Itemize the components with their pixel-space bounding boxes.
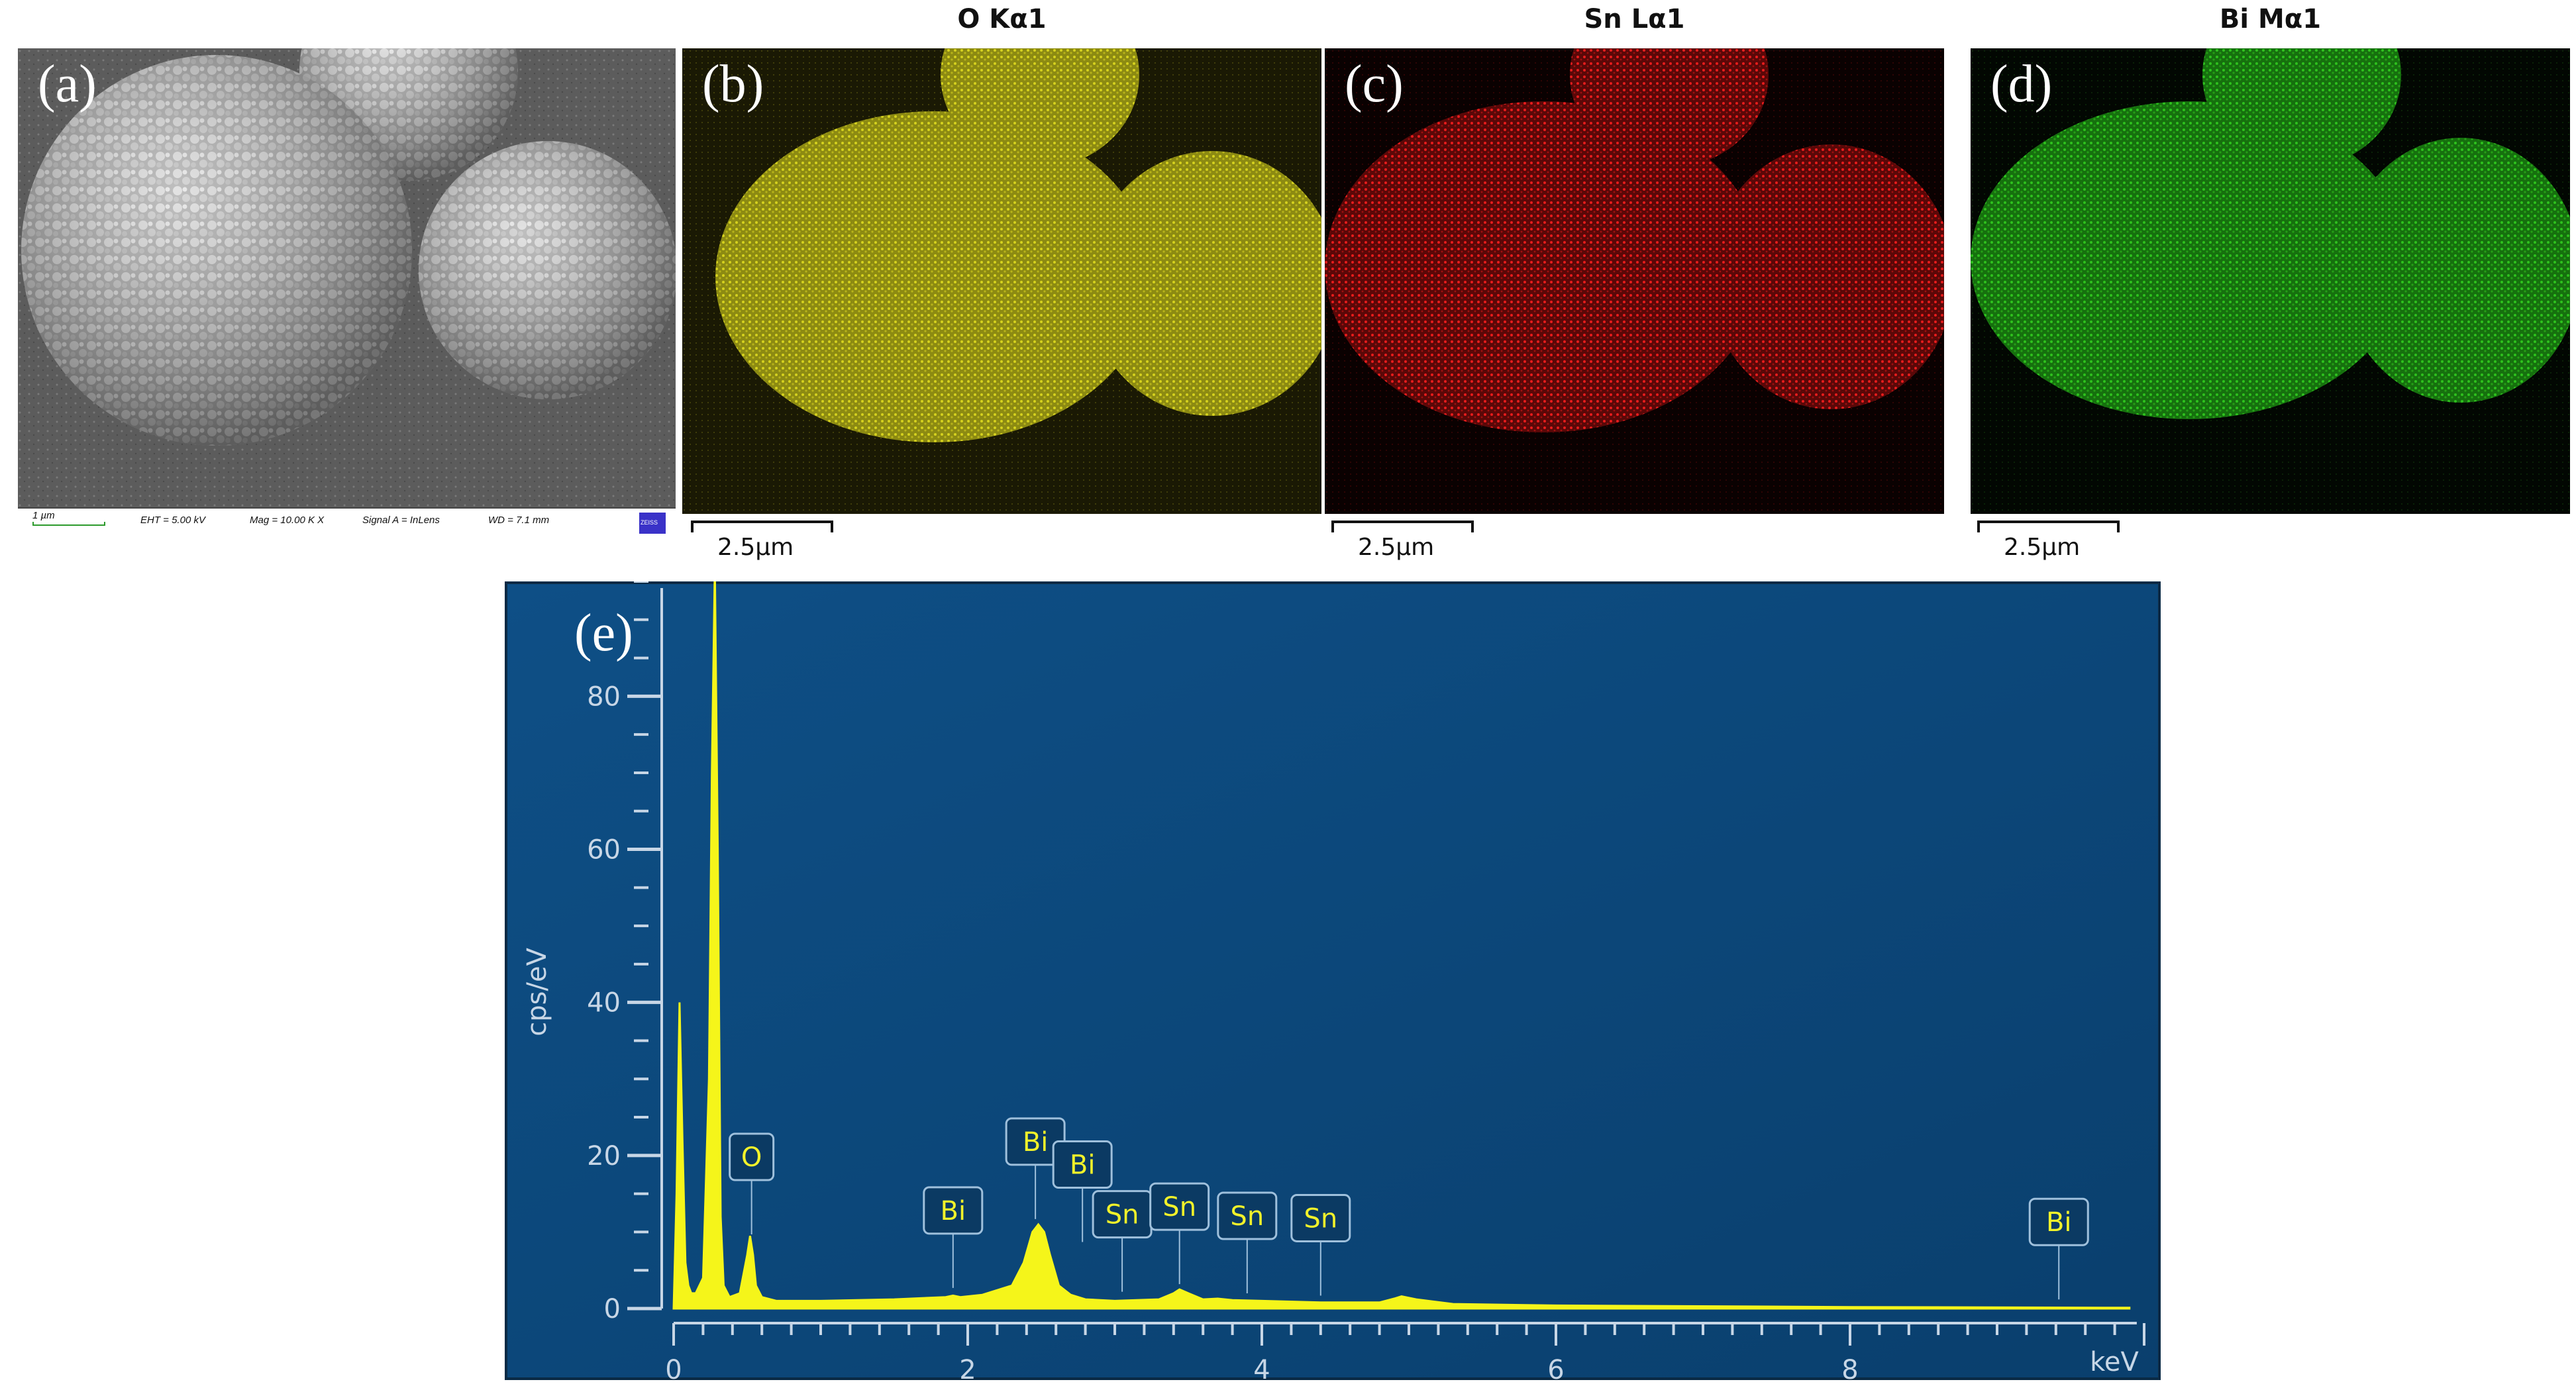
peak-label-text: Bi [1023,1127,1049,1158]
sem-signal: Signal A = InLens [362,515,440,526]
map-title-o: O Kα1 [957,4,1047,34]
peak-label: Bi [1052,1140,1113,1242]
panel-a-label: (a) [38,55,97,113]
scale-bar-c-label: 2.5µm [1358,534,1435,561]
sem-info-bar: 1 µm EHT = 5.00 kV Mag = 10.00 K X Signa… [18,507,676,535]
panel-b-label: (b) [702,55,764,113]
peak-label-text: Bi [2046,1207,2072,1238]
panel-c-label: (c) [1345,55,1404,113]
sem-wd: WD = 7.1 mm [488,515,550,526]
x-tick-label: 2 [959,1355,976,1380]
y-tick-label: 20 [587,1141,621,1171]
peak-label-text: Sn [1162,1192,1196,1222]
bismuth-map-image [1971,48,2570,514]
peak-label-text: Sn [1304,1203,1337,1234]
peak-label-text: Sn [1106,1200,1139,1230]
peak-label-text: Bi [941,1196,966,1226]
sem-scale-bar [32,522,105,526]
y-tick-label: 80 [587,681,621,712]
peak-label: Sn [1217,1191,1278,1293]
sem-mag: Mag = 10.00 K X [250,515,325,526]
x-tick-label: 0 [665,1355,682,1380]
microsphere-left [21,55,412,446]
peak-label: Bi [923,1186,984,1288]
zeiss-logo: ZEISS [639,513,666,534]
peak-label-text: Bi [1070,1150,1096,1181]
scale-bar-b-label: 2.5µm [717,534,794,561]
x-axis: 0 2 4 6 8 [665,1322,2145,1380]
eds-spectrum-panel: 0 20 40 60 80 0 2 4 6 8 O Bi Bi Bi Sn Sn Sn Sn Bi cps/eV… [505,581,2161,1380]
x-tick-label: 6 [1547,1355,1564,1380]
peak-label-text: Sn [1230,1201,1264,1232]
oxygen-map-image [682,48,1321,514]
y-tick-label: 0 [604,1294,621,1324]
peak-label: O [729,1132,775,1234]
eds-map-oxygen: (b) [682,48,1321,514]
map-title-bi: Bi Mα1 [2219,4,2322,34]
y-tick-label: 40 [587,988,621,1018]
sem-image-panel: (a) 1 µm EHT = 5.00 kV Mag = 10.00 K X S… [18,48,676,535]
peak-label: Bi [2028,1197,2089,1300]
eds-map-tin: (c) [1325,48,1944,514]
eds-map-bismuth: (d) [1971,48,2570,514]
tin-map-image [1325,48,1944,514]
y-axis: 0 20 40 60 80 [587,581,663,1324]
y-tick-label: 60 [587,835,621,866]
eds-spectrum-chart: 0 20 40 60 80 0 2 4 6 8 O Bi Bi Bi Sn Sn Sn Sn Bi cps/eV… [505,581,2161,1380]
map-title-sn: Sn Lα1 [1584,4,1685,34]
scale-bar-d-label: 2.5µm [2004,534,2081,561]
sem-scale-label: 1 µm [32,510,55,521]
spectrum-series [672,581,2131,1310]
panel-d-label: (d) [1990,55,2053,113]
microsphere-right [419,141,676,399]
peak-label-text: O [741,1142,762,1173]
x-axis-unit: keV [2090,1347,2139,1377]
peak-labels: O Bi Bi Bi Sn Sn Sn Sn Bi [729,1117,2089,1300]
sem-micrograph [18,48,676,507]
spectrum-layer [672,581,2131,1310]
panel-e-label: (e) [574,604,633,662]
x-tick-label: 8 [1841,1355,1858,1380]
peak-label: Sn [1149,1182,1210,1285]
sem-eht: EHT = 5.00 kV [140,515,205,526]
y-axis-label: cps/eV [522,948,552,1036]
x-tick-label: 4 [1253,1355,1270,1380]
peak-label: Sn [1290,1193,1351,1296]
